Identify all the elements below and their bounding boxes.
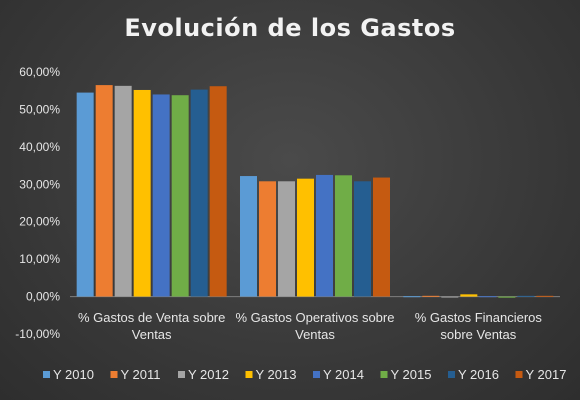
bar (422, 295, 440, 297)
legend-label: Y 2012 (188, 367, 229, 382)
category-label: Ventas (295, 327, 335, 342)
chart-title: Evolución de los Gastos (124, 14, 456, 42)
bar (190, 89, 208, 297)
bar (95, 85, 113, 297)
legend-swatch (313, 371, 320, 378)
legend-label: Y 2013 (256, 367, 297, 382)
y-tick-label: 10,00% (19, 252, 60, 266)
y-tick-label: 60,00% (19, 65, 60, 79)
y-tick-label: 40,00% (19, 140, 60, 154)
legend-swatch (178, 371, 185, 378)
y-tick-label: 50,00% (19, 102, 60, 116)
bar (259, 181, 276, 297)
legend-label: Y 2010 (53, 367, 94, 382)
y-tick-label: -10,00% (15, 327, 60, 341)
bar (240, 176, 257, 297)
legend-label: Y 2017 (526, 367, 567, 382)
bar (316, 174, 333, 297)
category-label: % Gastos Financieros (415, 310, 543, 325)
bar (354, 181, 371, 297)
legend-label: Y 2014 (323, 367, 364, 382)
legend-swatch (448, 371, 455, 378)
bar (373, 177, 390, 297)
bar (278, 181, 295, 297)
bar (152, 94, 170, 297)
legend-label: Y 2015 (391, 367, 432, 382)
bar (498, 296, 516, 298)
bar (133, 89, 151, 297)
bar (441, 296, 459, 298)
y-tick-label: 0,00% (26, 290, 60, 304)
category-label: % Gastos Operativos sobre (236, 310, 395, 325)
legend-swatch (245, 371, 253, 378)
bar (536, 295, 554, 297)
legend-swatch (110, 371, 118, 378)
legend-swatch (43, 371, 50, 378)
category-label: sobre Ventas (440, 327, 516, 342)
bar (76, 92, 94, 297)
y-tick-label: 30,00% (19, 177, 60, 191)
bar (209, 86, 227, 297)
bar (403, 296, 421, 298)
legend-label: Y 2011 (121, 367, 161, 382)
category-label: % Gastos de Venta sobre (78, 310, 225, 325)
bar (479, 296, 497, 298)
legend-label: Y 2016 (458, 367, 499, 382)
bar (171, 95, 189, 297)
bar (517, 295, 535, 297)
bar (297, 178, 314, 297)
category-label: Ventas (132, 327, 172, 342)
bar (335, 175, 352, 297)
legend-swatch (515, 371, 523, 378)
bar (460, 294, 478, 297)
legend-swatch (380, 371, 388, 378)
y-tick-label: 20,00% (19, 215, 60, 229)
bar (114, 85, 132, 297)
